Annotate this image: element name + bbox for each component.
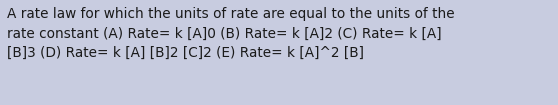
Text: A rate law for which the units of rate are equal to the units of the
rate consta: A rate law for which the units of rate a… <box>7 7 454 60</box>
